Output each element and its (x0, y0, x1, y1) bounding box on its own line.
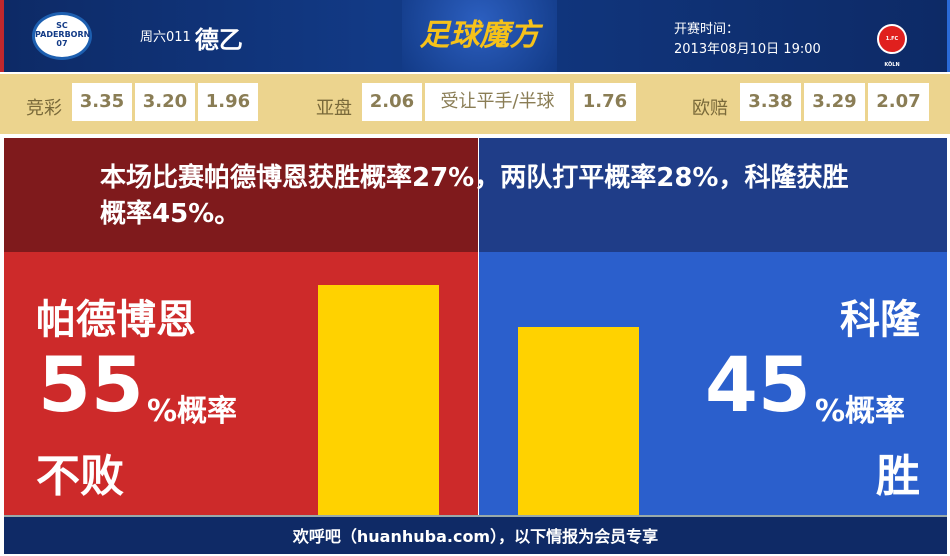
match-code: 周六011 (140, 30, 191, 45)
jingcai-label: 竞彩 (26, 98, 62, 119)
kickoff-time: 2013年08月10日 19:00 (674, 42, 821, 57)
home-logo-text: SC PADERBORN 07 (35, 21, 91, 48)
asian-handicap: 受让平手/半球 (425, 83, 570, 121)
jingcai-odd: 1.96 (198, 83, 258, 121)
footer-notice: 欢呼吧（huanhuba.com），以下情报为会员专享 (4, 515, 947, 554)
league-name: 德乙 (194, 26, 243, 54)
probability-summary: 本场比赛帕德博恩获胜概率27%，两队打平概率28%，科隆获胜概率45%。 (100, 163, 849, 229)
away-percent: 45 (705, 340, 811, 429)
away-outcome: 胜 (876, 451, 920, 502)
euro-odd: 3.29 (804, 83, 865, 121)
asian-label: 亚盘 (316, 98, 352, 119)
summary-right-bg (479, 138, 947, 252)
away-probability-bar (518, 326, 639, 515)
jingcai-odd: 3.35 (72, 83, 132, 121)
away-logo-text: 1.FC KÖLN (877, 24, 907, 68)
home-team-name: 帕德博恩 (36, 297, 196, 343)
summary-left-bg (4, 138, 478, 252)
euro-odd: 2.07 (868, 83, 929, 121)
home-team-logo: SC PADERBORN 07 (32, 12, 92, 60)
asian-home-odd: 2.06 (362, 83, 422, 121)
kickoff-label: 开赛时间： (674, 22, 740, 37)
odds-bar: 竞彩 3.35 3.20 1.96 亚盘 2.06 受让平手/半球 1.76 欧… (0, 74, 950, 134)
away-percent-unit: %概率 (815, 394, 906, 429)
euro-label: 欧赔 (692, 98, 728, 119)
away-team-logo: 1.FC KÖLN (872, 10, 912, 68)
away-team-name: 科隆 (840, 297, 920, 343)
league-info: 周六011 德乙 (140, 20, 243, 55)
home-outcome: 不败 (36, 451, 124, 502)
home-probability-bar (318, 285, 439, 515)
home-percent: 55 (38, 340, 144, 429)
kickoff: 开赛时间： 2013年08月10日 19:00 (674, 20, 821, 60)
jingcai-odd: 3.20 (135, 83, 195, 121)
brand-logo: 足球魔方 (402, 0, 557, 72)
euro-odd: 3.38 (740, 83, 801, 121)
asian-away-odd: 1.76 (574, 83, 636, 121)
match-header: SC PADERBORN 07 周六011 德乙 足球魔方 开赛时间： 2013年0… (0, 0, 950, 72)
home-percent-unit: %概率 (147, 394, 238, 429)
